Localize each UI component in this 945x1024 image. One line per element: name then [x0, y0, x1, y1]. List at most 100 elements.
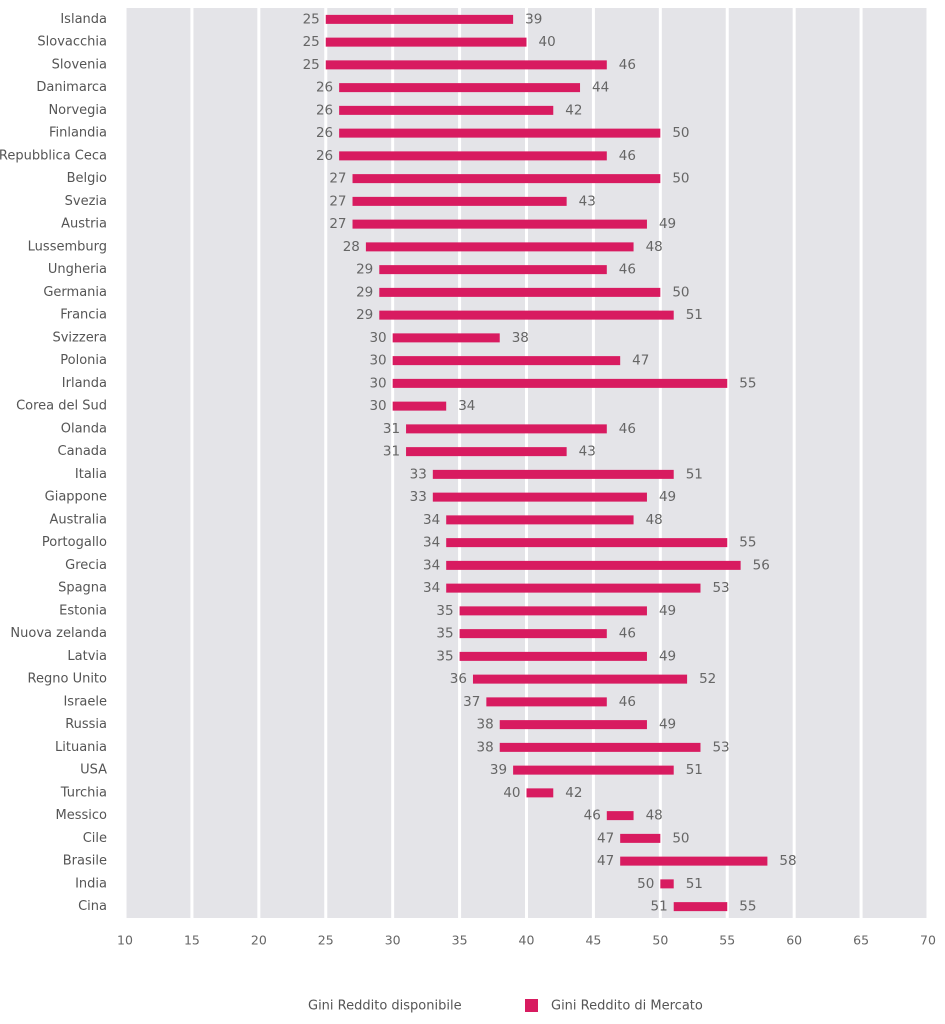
- value-label: 34: [458, 398, 475, 414]
- value-label: 26: [316, 148, 333, 164]
- category-label: Belgio: [67, 171, 107, 186]
- value-label: 35: [436, 603, 453, 619]
- value-label: 29: [356, 284, 373, 300]
- value-label: 35: [436, 626, 453, 642]
- value-label: 43: [579, 193, 596, 209]
- value-label: 39: [490, 762, 507, 778]
- category-label: Nuova zelanda: [10, 626, 107, 641]
- category-label: Ungheria: [48, 262, 107, 277]
- category-label: Svezia: [65, 194, 107, 209]
- value-label: 37: [463, 694, 480, 710]
- value-label: 27: [329, 193, 346, 209]
- legend-swatch: [525, 999, 538, 1012]
- bar: [379, 310, 674, 320]
- x-tick-label: 10: [117, 933, 133, 948]
- category-label: Germania: [43, 285, 107, 300]
- bar: [352, 174, 661, 184]
- value-label: 26: [316, 125, 333, 141]
- category-label: Polonia: [60, 353, 107, 368]
- value-label: 53: [712, 580, 729, 596]
- x-tick-label: 55: [719, 933, 735, 948]
- value-label: 29: [356, 307, 373, 323]
- bar: [325, 37, 527, 47]
- value-label: 53: [712, 739, 729, 755]
- value-label: 46: [619, 57, 636, 73]
- value-label: 46: [619, 694, 636, 710]
- category-label: Canada: [58, 444, 107, 459]
- category-label: Cina: [78, 899, 107, 914]
- value-label: 33: [410, 489, 427, 505]
- value-label: 31: [383, 444, 400, 460]
- x-tick-label: 25: [318, 933, 334, 948]
- bar: [392, 401, 447, 411]
- value-label: 30: [369, 353, 386, 369]
- category-label: Turchia: [60, 785, 107, 800]
- value-label: 51: [686, 307, 703, 323]
- bar: [486, 697, 607, 707]
- bar: [513, 765, 674, 775]
- x-tick-label: 40: [519, 933, 535, 948]
- bar: [339, 105, 554, 115]
- bar: [392, 378, 728, 388]
- x-tick-label: 50: [652, 933, 668, 948]
- bar: [352, 219, 647, 229]
- bar: [446, 583, 701, 593]
- value-label: 51: [686, 876, 703, 892]
- value-label: 49: [659, 489, 676, 505]
- bar: [379, 287, 661, 297]
- value-label: 40: [539, 34, 556, 50]
- value-label: 39: [525, 11, 542, 27]
- value-label: 30: [369, 375, 386, 391]
- value-label: 49: [659, 717, 676, 733]
- bar: [620, 856, 768, 866]
- value-label: 55: [739, 535, 756, 551]
- category-label: Lussemburg: [28, 239, 107, 254]
- bar: [432, 469, 674, 479]
- category-label: Danimarca: [36, 80, 107, 95]
- category-label: Olanda: [61, 421, 107, 436]
- value-label: 56: [753, 557, 770, 573]
- x-tick-label: 20: [251, 933, 267, 948]
- category-label: Latvia: [67, 649, 107, 664]
- category-label: Portogallo: [42, 535, 107, 550]
- x-tick-label: 15: [184, 933, 200, 948]
- bar: [446, 538, 728, 548]
- value-label: 43: [579, 444, 596, 460]
- x-tick-label: 45: [585, 933, 601, 948]
- category-label: Giappone: [45, 490, 107, 505]
- value-label: 48: [646, 512, 663, 528]
- category-label: Israele: [63, 694, 107, 709]
- bar: [339, 83, 581, 93]
- bar: [339, 151, 607, 161]
- bar: [365, 242, 634, 252]
- bar: [339, 128, 661, 138]
- x-tick-label: 70: [920, 933, 936, 948]
- x-tick-label: 65: [853, 933, 869, 948]
- value-label: 47: [597, 830, 614, 846]
- value-label: 46: [584, 808, 601, 824]
- value-label: 40: [503, 785, 520, 801]
- bar: [526, 788, 554, 798]
- value-label: 51: [686, 762, 703, 778]
- bar: [620, 833, 661, 843]
- value-label: 44: [592, 80, 609, 96]
- value-label: 49: [659, 216, 676, 232]
- bar: [660, 879, 674, 889]
- value-label: 34: [423, 535, 440, 551]
- category-label: Messico: [56, 808, 108, 823]
- category-label: Irlanda: [62, 376, 107, 391]
- category-label: Islanda: [60, 12, 107, 27]
- category-label: Australia: [49, 512, 107, 527]
- value-label: 42: [565, 785, 582, 801]
- category-label: Russia: [65, 717, 107, 732]
- bar: [499, 742, 701, 752]
- value-label: 58: [779, 853, 796, 869]
- value-label: 48: [646, 808, 663, 824]
- value-label: 38: [512, 330, 529, 346]
- value-label: 34: [423, 557, 440, 573]
- bar: [432, 492, 647, 502]
- value-label: 33: [410, 466, 427, 482]
- category-label: Regno Unito: [28, 672, 107, 687]
- bar: [392, 333, 500, 343]
- value-label: 31: [383, 421, 400, 437]
